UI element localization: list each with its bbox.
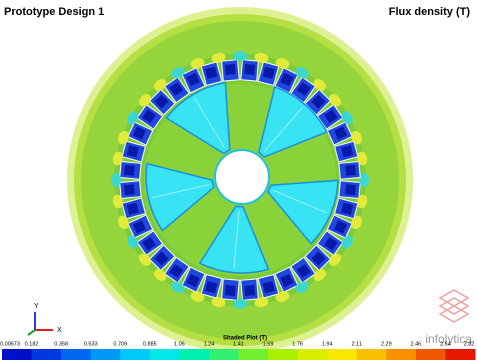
- colorbar-tick-label: 1.06: [174, 341, 185, 347]
- logo-mark: [440, 290, 468, 322]
- slot: [222, 279, 240, 300]
- slot-core: [244, 64, 255, 75]
- slot-core: [244, 285, 255, 296]
- x-label: X: [57, 327, 62, 334]
- colorbar-swatch: [239, 349, 269, 360]
- colorbar-tick-label: 0.182: [25, 341, 39, 347]
- colorbar-swatch: [416, 349, 446, 360]
- logo: infolytica: [425, 290, 472, 346]
- colorbar-tick-label: 1.94: [322, 341, 333, 347]
- z-axis-arrow: [28, 330, 35, 335]
- colorbar: 0.00673 0.182 0.358 0.533 0.709 0.885 1.06 1.24…: [0, 341, 475, 360]
- tooth-hotspot: [233, 299, 247, 309]
- slot: [241, 60, 259, 81]
- colorbar-swatch: [61, 349, 91, 360]
- tooth-hotspot: [111, 173, 121, 187]
- slot-core: [225, 285, 236, 296]
- colorbar-tick-label: 1.59: [263, 341, 274, 347]
- plot-title: Prototype Design 1: [4, 6, 104, 18]
- colorbar-swatch: [268, 349, 298, 360]
- slot-core: [124, 184, 135, 195]
- colorbar-tick-label: 0.885: [143, 341, 157, 347]
- colorbar-tick-label: 0.709: [113, 341, 127, 347]
- colorbar-swatch: [179, 349, 209, 360]
- colorbar-swatch: [91, 349, 121, 360]
- axis-triad: Y X: [28, 303, 62, 335]
- colorbar-swatch: [357, 349, 387, 360]
- colorbar-swatch: [386, 349, 416, 360]
- slot-core: [345, 165, 356, 176]
- quantity-title: Flux density (T): [389, 6, 471, 18]
- slot: [241, 279, 259, 300]
- screen: Prototype Design 1 Flux density (T) Y X …: [0, 0, 477, 360]
- slot: [222, 60, 240, 81]
- colorbar-tick-label: 0.358: [54, 341, 68, 347]
- slot: [339, 181, 360, 199]
- colorbar-tick-label: 2.11: [352, 341, 362, 347]
- colorbar-swatch: [298, 349, 328, 360]
- colorbar-tick-label: 1.24: [204, 341, 215, 347]
- tooth-hotspot: [233, 51, 247, 61]
- colorbar-tick-label: 2.29: [381, 341, 392, 347]
- colorbar-title: Shaded Plot (T): [223, 336, 267, 342]
- colorbar-tick-label: 2.46: [411, 341, 422, 347]
- slot-core: [225, 64, 236, 75]
- colorbar-swatch: [32, 349, 62, 360]
- colorbar-swatch: [120, 349, 150, 360]
- colorbar-swatch: [445, 349, 475, 360]
- slot-core: [124, 165, 135, 176]
- colorbar-tick-label: 2.64: [440, 341, 451, 347]
- slot: [120, 181, 141, 199]
- slot: [339, 162, 360, 180]
- y-label: Y: [34, 303, 39, 310]
- colorbar-swatch: [209, 349, 239, 360]
- colorbar-tick-label: 0.00673: [0, 341, 20, 347]
- colorbar-swatch: [327, 349, 357, 360]
- field-plot: Prototype Design 1 Flux density (T) Y X …: [0, 0, 477, 360]
- colorbar-tick-label: 2.82: [464, 341, 475, 347]
- shaft-hole: [215, 150, 269, 204]
- slot-core: [345, 184, 356, 195]
- colorbar-swatch: [2, 349, 32, 360]
- colorbar-tick-label: 0.533: [84, 341, 98, 347]
- colorbar-swatch: [150, 349, 180, 360]
- colorbar-tick-label: 1.76: [292, 341, 303, 347]
- slot: [120, 162, 141, 180]
- colorbar-tick-label: 1.41: [233, 341, 244, 347]
